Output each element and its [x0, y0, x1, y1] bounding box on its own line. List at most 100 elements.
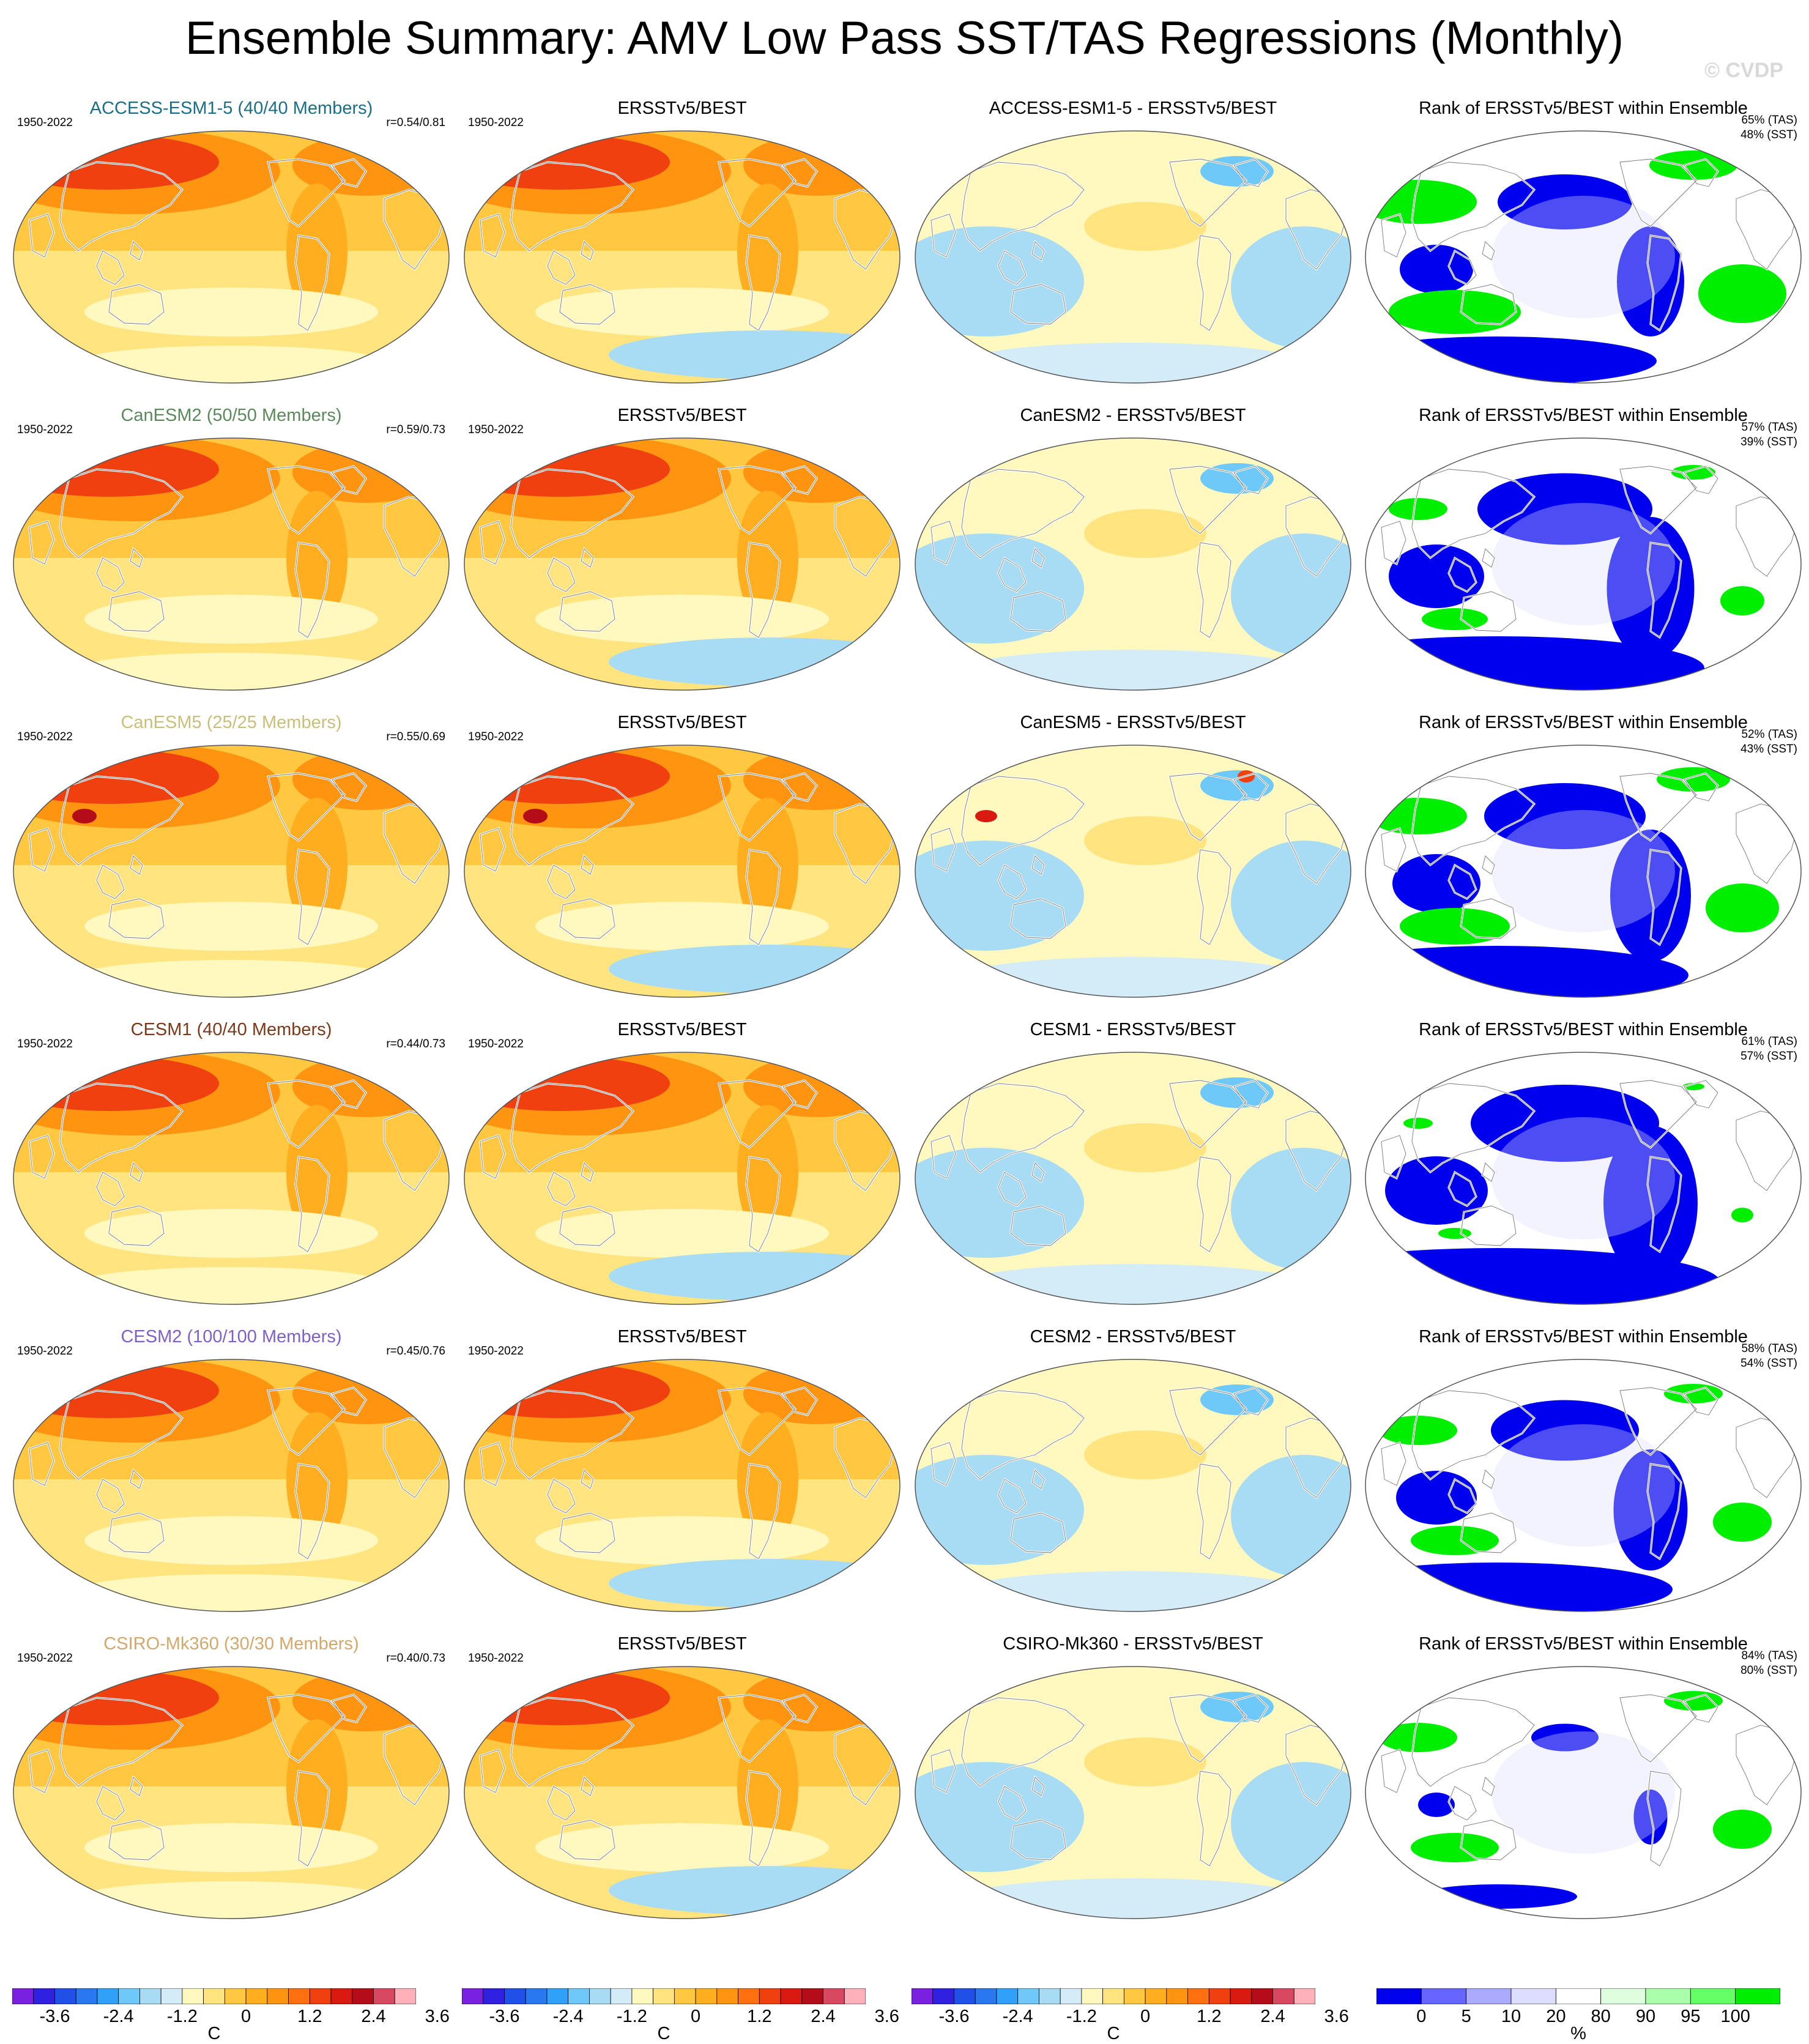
colorbar-tick-label: 3.6: [1324, 2007, 1349, 2026]
colorbar-tick-label: 80: [1591, 2007, 1611, 2026]
colorbar-swatch: [996, 1988, 1019, 2005]
diff-map: [915, 437, 1351, 691]
colorbar-swatch: [954, 1988, 976, 2005]
colorbar-swatch: [1123, 1988, 1146, 2005]
colorbar-swatch: [738, 1988, 760, 2005]
rank-tas: 84% (TAS): [1741, 1649, 1797, 1662]
period-label: 1950-2022: [468, 730, 524, 743]
obs-panel: ERSSTv5/BEST 1950-2022: [462, 712, 902, 1000]
colorbar-swatch: [1102, 1988, 1124, 2005]
colorbar-swatch: [1555, 1988, 1602, 2005]
model-title: CSIRO-Mk360 (30/30 Members): [103, 1634, 359, 1654]
colorbar-swatch: [674, 1988, 696, 2005]
model-panel: CSIRO-Mk360 (30/30 Members) 1950-2022 r=0.…: [11, 1633, 451, 1921]
rank-title: Rank of ERSSTv5/BEST within Ensemble: [1419, 1327, 1748, 1347]
colorbar-swatch: [1690, 1988, 1736, 2005]
figure-title: Ensemble Summary: AMV Low Pass SST/TAS R…: [185, 12, 1624, 64]
colorbar-swatch: [1230, 1988, 1252, 2005]
rank-tas: 52% (TAS): [1741, 728, 1797, 741]
colorbar-swatch: [695, 1988, 718, 2005]
diff-map: [915, 1666, 1351, 1919]
colorbar-swatch: [1251, 1988, 1273, 2005]
obs-title: ERSSTv5/BEST: [617, 1634, 747, 1654]
rank-map: [1365, 1359, 1802, 1612]
colorbar-swatch: [1272, 1988, 1295, 2005]
colorbar-tick-label: -2.4: [103, 2007, 134, 2026]
colorbar-tick-label: 95: [1681, 2007, 1701, 2026]
difference-title: CESM1 - ERSSTv5/BEST: [1030, 1020, 1236, 1039]
rank-sst: 39% (SST): [1740, 436, 1797, 448]
colorbar-tick-label: 5: [1461, 2007, 1471, 2026]
rank-title: Rank of ERSSTv5/BEST within Ensemble: [1419, 406, 1748, 425]
colorbar-swatch: [716, 1988, 738, 2005]
diff-map: [915, 130, 1351, 384]
colorbar-model: -3.6 -2.4 -1.2 0 1.2 2.4 3.6 C: [12, 1988, 450, 2043]
rank-panel: Rank of ERSSTv5/BEST within Ensemble 65% …: [1363, 98, 1803, 385]
colorbar-swatch: [1376, 1988, 1422, 2005]
colorbar-swatch: [504, 1988, 526, 2005]
rank-sst: 80% (SST): [1740, 1664, 1797, 1677]
colorbar-tick-label: -3.6: [938, 2007, 970, 2026]
colorbar-tick-label: 2.4: [1260, 2007, 1285, 2026]
colorbar-swatch: [288, 1988, 310, 2005]
colorbar-unit: C: [207, 2024, 221, 2043]
model-map: [13, 1359, 450, 1612]
colorbar-tick-label: 0: [1140, 2007, 1151, 2026]
obs-panel: ERSSTv5/BEST 1950-2022: [462, 98, 902, 385]
colorbar-swatch: [483, 1988, 505, 2005]
colorbar-swatches: [1376, 1988, 1781, 2005]
colorbar-swatch: [568, 1988, 590, 2005]
colorbar-unit: %: [1570, 2024, 1586, 2043]
diff-panel: CSIRO-Mk360 - ERSSTv5/BEST: [913, 1633, 1353, 1921]
colorbar-tick-label: 1.2: [297, 2007, 322, 2026]
colorbar-tick-label: 0: [691, 2007, 701, 2026]
model-title: CESM2 (100/100 Members): [121, 1327, 342, 1347]
rank-panel: Rank of ERSSTv5/BEST within Ensemble 52% …: [1363, 712, 1803, 1000]
colorbar-swatch: [160, 1988, 183, 2005]
rank-title: Rank of ERSSTv5/BEST within Ensemble: [1419, 1634, 1748, 1654]
colorbar-swatch: [118, 1988, 140, 2005]
obs-panel: ERSSTv5/BEST 1950-2022: [462, 1019, 902, 1307]
colorbar-tick-label: 0: [1416, 2007, 1427, 2026]
colorbar-swatch: [525, 1988, 548, 2005]
colorbar-swatch: [12, 1988, 34, 2005]
colorbar-swatch: [780, 1988, 803, 2005]
pattern-correlation: r=0.55/0.69: [386, 730, 445, 743]
difference-title: CESM2 - ERSSTv5/BEST: [1030, 1327, 1236, 1347]
colorbar-tick-label: 1.2: [747, 2007, 772, 2026]
diff-panel: CanESM5 - ERSSTv5/BEST: [913, 712, 1353, 1000]
model-map: [13, 745, 450, 998]
model-map: [13, 437, 450, 691]
colorbar-swatch: [823, 1988, 845, 2005]
obs-map: [464, 1052, 901, 1305]
colorbar-tick-label: -1.2: [616, 2007, 647, 2026]
diff-panel: ACCESS-ESM1-5 - ERSSTv5/BEST: [913, 98, 1353, 385]
period-label: 1950-2022: [17, 116, 73, 129]
colorbar-tick-label: 2.4: [361, 2007, 386, 2026]
model-title: CESM1 (40/40 Members): [130, 1020, 332, 1039]
colorbar-swatch: [54, 1988, 76, 2005]
colorbar-swatch: [975, 1988, 997, 2005]
model-panel: CESM1 (40/40 Members) 1950-2022 r=0.44/0.7…: [11, 1019, 451, 1307]
obs-panel: ERSSTv5/BEST 1950-2022: [462, 1633, 902, 1921]
period-label: 1950-2022: [468, 1345, 524, 1358]
colorbar-tick-label: 90: [1635, 2007, 1656, 2026]
colorbar-swatch: [33, 1988, 55, 2005]
colorbar-swatches: [461, 1988, 866, 2005]
colorbar-tick-label: 2.4: [811, 2007, 836, 2026]
colorbar-swatch: [245, 1988, 268, 2005]
obs-title: ERSSTv5/BEST: [617, 713, 747, 732]
obs-map: [464, 1666, 901, 1919]
colorbar-swatch: [203, 1988, 225, 2005]
colorbar-tick-label: -2.4: [552, 2007, 584, 2026]
colorbar-tick-label: 3.6: [874, 2007, 899, 2026]
diff-map: [915, 1052, 1351, 1305]
rank-sst: 43% (SST): [1740, 743, 1797, 756]
rank-map: [1365, 1052, 1802, 1305]
colorbar-unit: C: [1107, 2024, 1120, 2043]
rank-map: [1365, 130, 1802, 384]
pattern-correlation: r=0.45/0.76: [386, 1345, 445, 1358]
diff-map: [915, 1359, 1351, 1612]
colorbar-swatch: [461, 1988, 484, 2005]
pattern-correlation: r=0.59/0.73: [386, 423, 445, 436]
